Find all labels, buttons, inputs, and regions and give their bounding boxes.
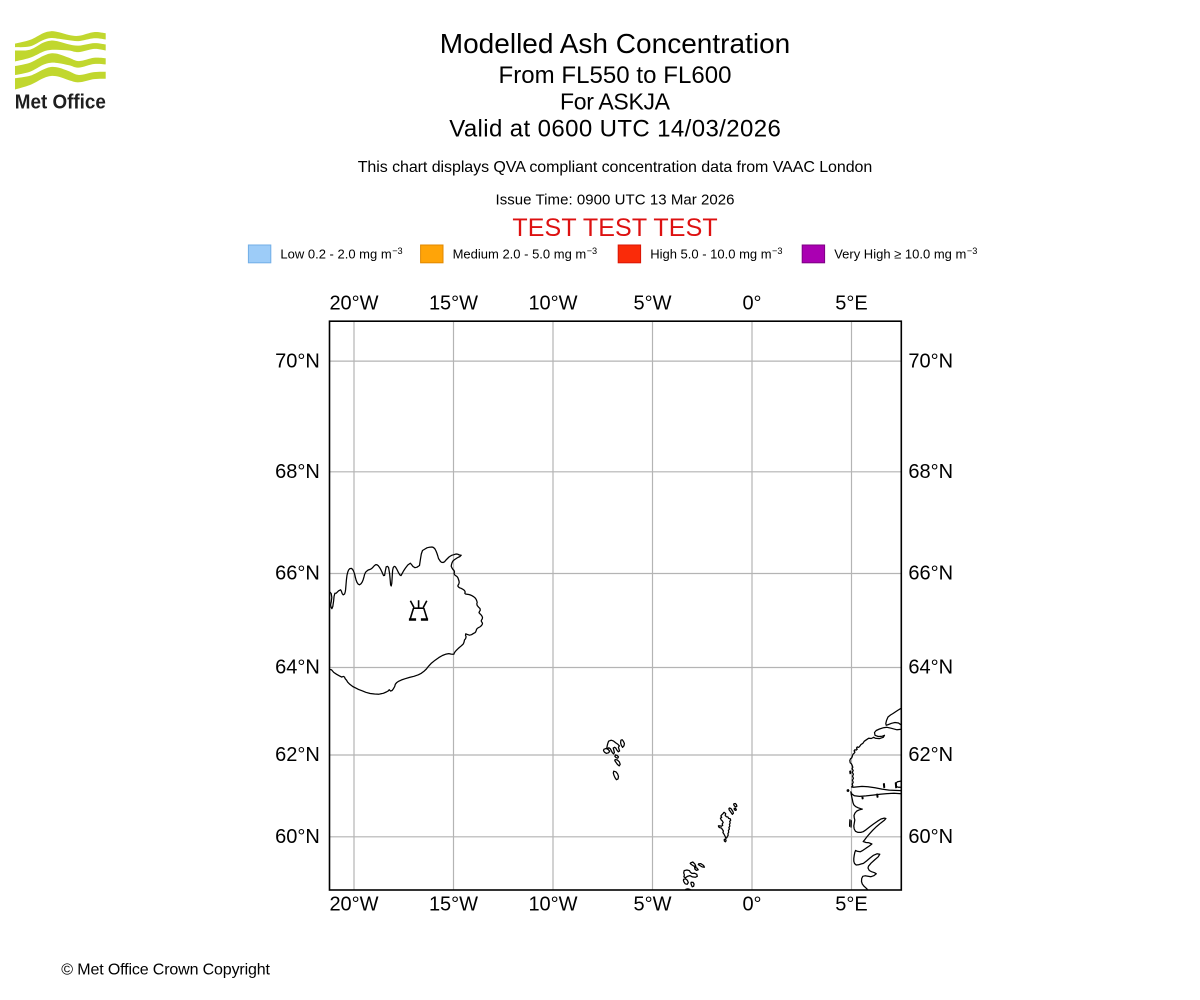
svg-text:Met Office: Met Office bbox=[15, 91, 106, 114]
svg-text:Modelled Ash Concentration: Modelled Ash Concentration bbox=[440, 28, 791, 59]
svg-text:20°W: 20°W bbox=[329, 293, 378, 315]
svg-text:From FL550 to FL600: From FL550 to FL600 bbox=[499, 62, 732, 89]
svg-text:66°N: 66°N bbox=[908, 563, 953, 585]
svg-text:60°N: 60°N bbox=[275, 826, 320, 848]
svg-text:Low 0.2 - 2.0 mg m: Low 0.2 - 2.0 mg m bbox=[280, 246, 391, 261]
svg-text:0°: 0° bbox=[742, 293, 761, 315]
svg-text:62°N: 62°N bbox=[275, 744, 320, 766]
svg-text:10°W: 10°W bbox=[528, 893, 577, 915]
svg-text:5°W: 5°W bbox=[634, 293, 672, 315]
svg-text:For ASKJA: For ASKJA bbox=[560, 88, 671, 114]
svg-text:15°W: 15°W bbox=[429, 893, 478, 915]
svg-text:0°: 0° bbox=[742, 893, 761, 915]
svg-text:Issue Time: 0900 UTC 13 Mar 20: Issue Time: 0900 UTC 13 Mar 2026 bbox=[496, 191, 735, 208]
svg-text:−3: −3 bbox=[772, 246, 782, 256]
svg-text:© Met Office Crown Copyright: © Met Office Crown Copyright bbox=[61, 962, 270, 979]
svg-text:−3: −3 bbox=[392, 246, 402, 256]
svg-text:66°N: 66°N bbox=[275, 563, 320, 585]
svg-text:20°W: 20°W bbox=[329, 893, 378, 915]
svg-text:68°N: 68°N bbox=[908, 461, 953, 483]
svg-text:This chart displays QVA compli: This chart displays QVA compliant concen… bbox=[358, 159, 873, 176]
svg-text:5°W: 5°W bbox=[634, 893, 672, 915]
svg-text:5°E: 5°E bbox=[835, 293, 867, 315]
svg-text:64°N: 64°N bbox=[908, 657, 953, 679]
svg-text:15°W: 15°W bbox=[429, 293, 478, 315]
svg-text:70°N: 70°N bbox=[275, 350, 320, 372]
svg-text:−3: −3 bbox=[587, 246, 597, 256]
svg-text:62°N: 62°N bbox=[908, 744, 953, 766]
svg-text:5°E: 5°E bbox=[835, 893, 867, 915]
svg-text:60°N: 60°N bbox=[908, 826, 953, 848]
svg-text:TEST TEST TEST: TEST TEST TEST bbox=[512, 214, 717, 242]
svg-text:68°N: 68°N bbox=[275, 461, 320, 483]
svg-text:10°W: 10°W bbox=[528, 293, 577, 315]
svg-text:Very High ≥ 10.0 mg m: Very High ≥ 10.0 mg m bbox=[834, 246, 966, 261]
svg-text:Valid at 0600 UTC 14/03/2026: Valid at 0600 UTC 14/03/2026 bbox=[449, 116, 781, 143]
svg-text:70°N: 70°N bbox=[908, 350, 953, 372]
svg-text:Medium 2.0 - 5.0 mg m: Medium 2.0 - 5.0 mg m bbox=[453, 246, 587, 261]
svg-text:64°N: 64°N bbox=[275, 657, 320, 679]
svg-text:−3: −3 bbox=[967, 246, 977, 256]
svg-text:High 5.0 - 10.0 mg m: High 5.0 - 10.0 mg m bbox=[650, 246, 771, 261]
